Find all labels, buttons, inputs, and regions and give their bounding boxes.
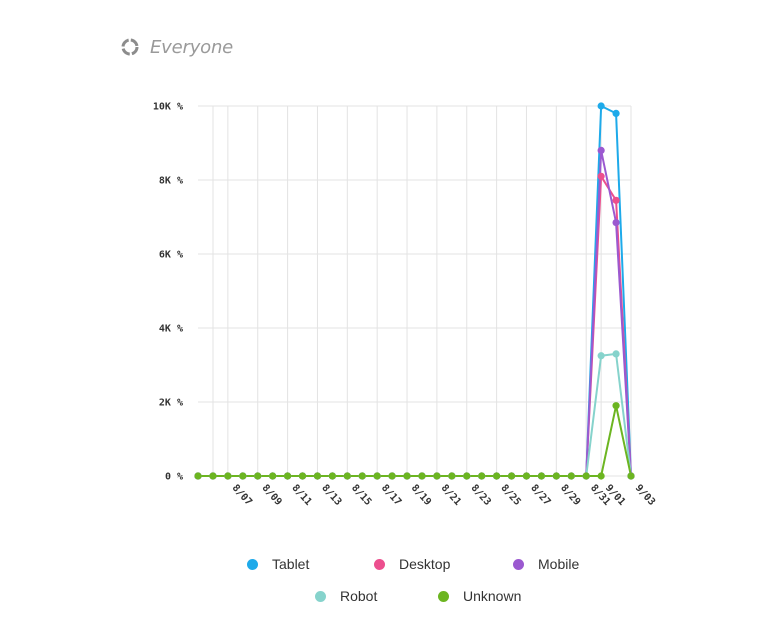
data-point-unknown <box>418 472 426 480</box>
x-tick-label: 8/07 <box>230 483 254 508</box>
x-tick-label: 8/27 <box>528 483 552 508</box>
data-point-unknown <box>552 472 560 480</box>
data-point-mobile <box>612 218 620 227</box>
x-tick-label: 8/09 <box>259 483 283 508</box>
legend-dot-mobile <box>513 558 524 570</box>
data-point-unknown <box>298 472 307 480</box>
data-point-unknown <box>582 472 590 480</box>
legend-label-tablet: Tablet <box>272 556 310 572</box>
data-point-tablet <box>612 109 620 117</box>
data-point-unknown <box>283 472 292 480</box>
y-tick-label: 2K % <box>159 398 183 409</box>
data-point-unknown <box>343 472 351 480</box>
data-point-unknown <box>597 472 605 480</box>
data-point-unknown <box>567 472 575 480</box>
data-point-unknown <box>373 472 381 480</box>
legend-item-tablet[interactable]: Tablet <box>247 556 309 572</box>
data-point-desktop <box>597 172 605 180</box>
y-tick-label: 8K % <box>159 176 183 187</box>
legend-dot-desktop <box>374 558 385 570</box>
legend-dot-tablet <box>247 558 258 570</box>
legend-row-2: Robot Unknown <box>0 588 767 612</box>
legend-item-desktop[interactable]: Desktop <box>374 556 450 572</box>
data-point-unknown <box>612 402 620 410</box>
data-point-unknown <box>403 472 411 480</box>
legend-label-desktop: Desktop <box>399 556 451 572</box>
data-point-unknown <box>358 472 366 480</box>
y-tick-label: 0 % <box>165 472 183 483</box>
legend-item-unknown[interactable]: Unknown <box>438 588 521 604</box>
series-line-tablet <box>198 105 632 477</box>
legend-row-1: Tablet Desktop Mobile <box>0 556 767 580</box>
data-point-unknown <box>239 472 247 480</box>
x-tick-label: 9/03 <box>633 483 657 508</box>
legend-item-mobile[interactable]: Mobile <box>513 556 579 572</box>
legend-dot-unknown <box>438 590 449 602</box>
data-point-unknown <box>478 472 486 480</box>
legend-item-robot[interactable]: Robot <box>315 588 377 604</box>
data-point-unknown <box>313 472 322 480</box>
legend-label-robot: Robot <box>340 588 378 604</box>
y-tick-label: 6K % <box>159 250 183 261</box>
segment-header[interactable]: Everyone <box>120 34 233 60</box>
data-point-unknown <box>627 472 635 480</box>
line-chart: 0 % 2K % 4K % 6K % 8K % 10K % 8/07 8/09 8/11 8/13… <box>153 102 657 508</box>
legend-label-unknown: Unknown <box>463 588 522 604</box>
data-point-unknown <box>493 472 501 480</box>
data-point-unknown <box>254 472 262 480</box>
x-tick-label: 8/17 <box>379 483 403 508</box>
series-line-robot <box>198 352 632 477</box>
data-point-unknown <box>507 472 516 480</box>
data-point-tablet <box>597 102 605 110</box>
data-point-unknown <box>537 472 546 480</box>
data-point-robot <box>597 352 605 360</box>
legend-dot-robot <box>315 590 326 602</box>
segment-label: Everyone <box>150 36 234 58</box>
data-point-unknown <box>194 472 202 480</box>
data-point-unknown <box>224 472 232 480</box>
data-point-desktop <box>612 196 620 204</box>
x-tick-label: 8/11 <box>289 483 313 508</box>
x-tick-label: 8/13 <box>319 483 343 508</box>
x-tick-label: 8/23 <box>469 483 493 508</box>
legend-label-mobile: Mobile <box>538 556 580 572</box>
series-line-unknown <box>198 404 632 477</box>
series-line-desktop <box>198 175 632 477</box>
series-line-mobile <box>198 149 632 477</box>
x-tick-label: 8/15 <box>349 483 373 508</box>
y-tick-label: 10K % <box>153 102 183 113</box>
data-point-robot <box>612 350 620 358</box>
data-point-unknown <box>209 472 217 480</box>
x-tick-label: 8/29 <box>558 483 582 508</box>
data-point-unknown <box>522 472 531 480</box>
data-point-unknown <box>328 472 336 480</box>
data-point-unknown <box>463 472 471 480</box>
data-point-unknown <box>269 472 277 480</box>
data-point-mobile <box>597 146 605 154</box>
data-point-unknown <box>433 472 441 480</box>
x-tick-label: 8/19 <box>409 483 433 508</box>
data-point-unknown <box>388 472 396 480</box>
x-tick-label: 8/21 <box>439 483 463 508</box>
data-point-unknown <box>448 472 456 480</box>
circle-dashed-icon <box>121 38 139 56</box>
y-tick-label: 4K % <box>159 324 183 335</box>
x-tick-label: 8/25 <box>498 483 522 508</box>
